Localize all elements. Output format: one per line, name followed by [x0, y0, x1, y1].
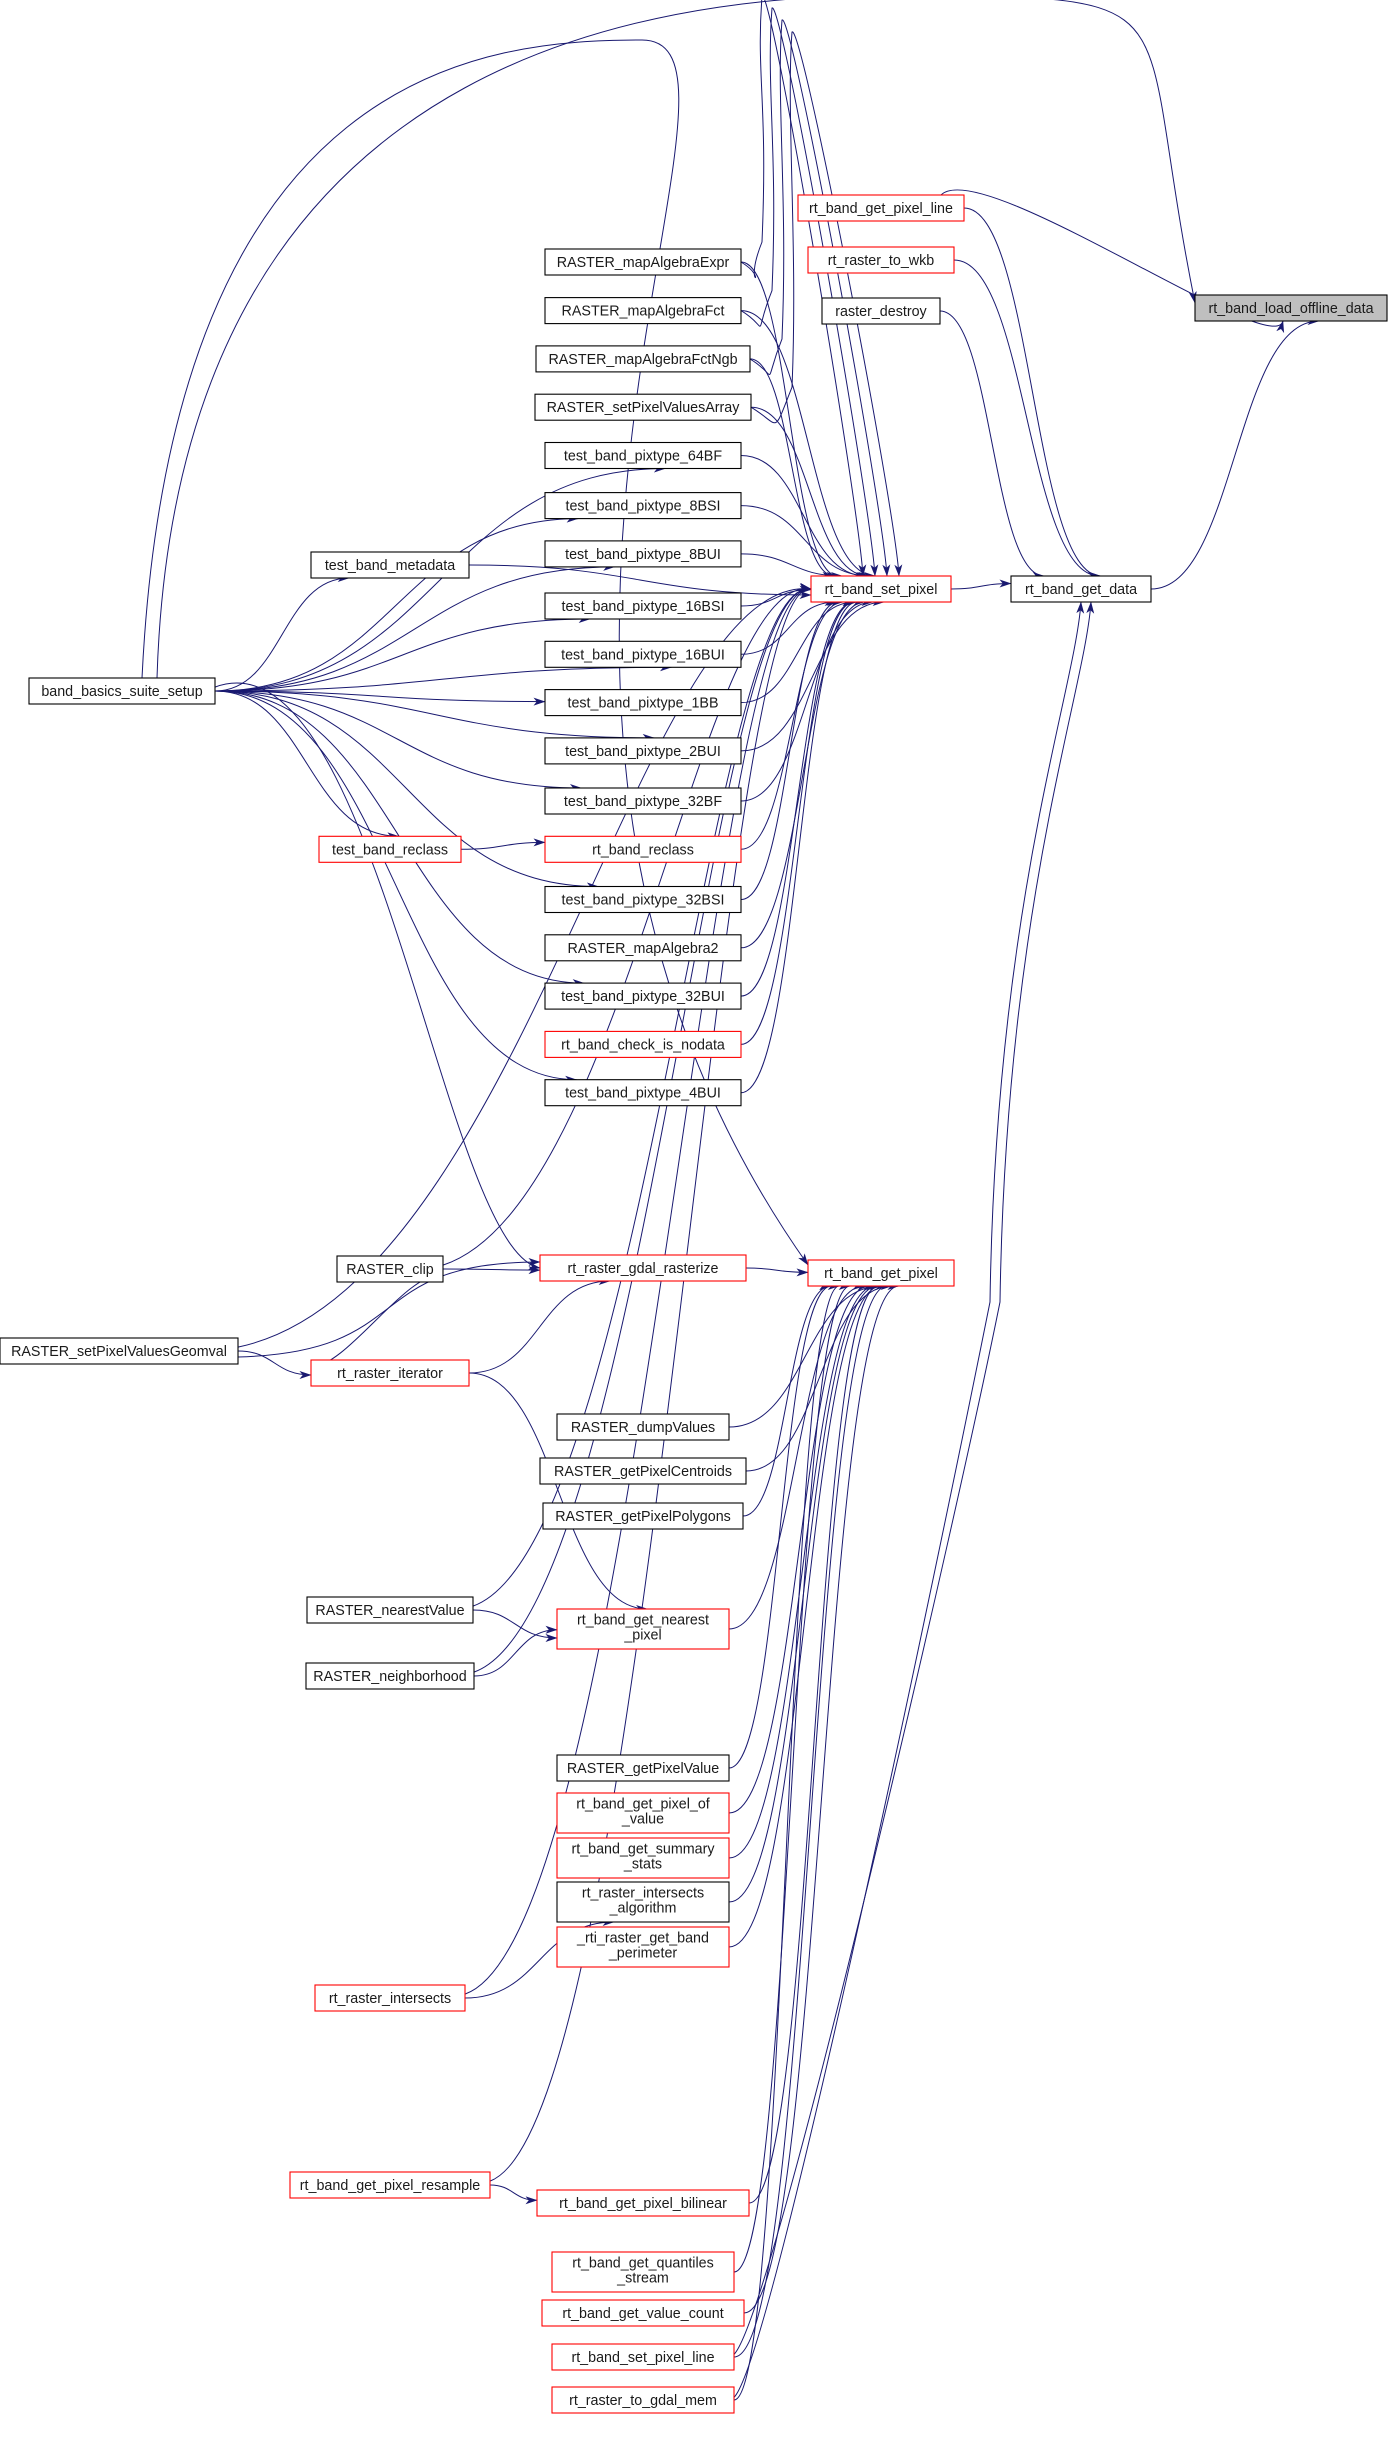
- svg-text:rt_raster_iterator: rt_raster_iterator: [337, 1366, 443, 1382]
- svg-text:test_band_pixtype_1BB: test_band_pixtype_1BB: [567, 696, 718, 712]
- svg-text:rt_raster_intersects: rt_raster_intersects: [582, 1886, 704, 1902]
- svg-text:band_basics_suite_setup: band_basics_suite_setup: [41, 684, 202, 700]
- svg-text:rt_band_get_summary: rt_band_get_summary: [571, 1842, 715, 1858]
- svg-text:RASTER_mapAlgebraFct: RASTER_mapAlgebraFct: [562, 304, 725, 320]
- svg-text:test_band_pixtype_16BUI: test_band_pixtype_16BUI: [561, 647, 725, 663]
- svg-text:rt_band_get_pixel_resample: rt_band_get_pixel_resample: [300, 2178, 480, 2194]
- svg-text:RASTER_clip: RASTER_clip: [346, 1262, 433, 1278]
- svg-text:rt_band_get_pixel: rt_band_get_pixel: [824, 1266, 938, 1282]
- svg-text:_perimeter: _perimeter: [608, 1946, 678, 1962]
- svg-text:rt_raster_gdal_rasterize: rt_raster_gdal_rasterize: [568, 1261, 719, 1277]
- svg-text:test_band_pixtype_32BF: test_band_pixtype_32BF: [564, 794, 722, 810]
- svg-text:RASTER_mapAlgebra2: RASTER_mapAlgebra2: [568, 941, 719, 957]
- svg-text:rt_band_set_pixel_line: rt_band_set_pixel_line: [571, 2350, 714, 2366]
- svg-text:_stream: _stream: [616, 2271, 669, 2287]
- svg-text:rt_band_get_pixel_bilinear: rt_band_get_pixel_bilinear: [559, 2196, 727, 2212]
- svg-text:rt_band_get_quantiles: rt_band_get_quantiles: [572, 2256, 714, 2272]
- svg-text:rt_raster_to_wkb: rt_raster_to_wkb: [828, 253, 935, 269]
- svg-text:_value: _value: [621, 1812, 664, 1828]
- svg-text:rt_band_get_value_count: rt_band_get_value_count: [562, 2306, 723, 2322]
- svg-text:_pixel: _pixel: [623, 1628, 661, 1644]
- svg-text:RASTER_dumpValues: RASTER_dumpValues: [571, 1420, 715, 1436]
- svg-text:test_band_reclass: test_band_reclass: [332, 842, 448, 858]
- svg-text:RASTER_setPixelValuesArray: RASTER_setPixelValuesArray: [547, 400, 741, 416]
- svg-text:RASTER_getPixelPolygons: RASTER_getPixelPolygons: [555, 1509, 731, 1525]
- svg-text:rt_band_load_offline_data: rt_band_load_offline_data: [1208, 301, 1373, 317]
- svg-text:RASTER_getPixelValue: RASTER_getPixelValue: [567, 1761, 719, 1777]
- svg-text:rt_band_get_pixel_line: rt_band_get_pixel_line: [809, 201, 953, 217]
- svg-text:RASTER_getPixelCentroids: RASTER_getPixelCentroids: [554, 1464, 732, 1480]
- svg-text:test_band_pixtype_32BSI: test_band_pixtype_32BSI: [562, 893, 725, 909]
- svg-text:test_band_pixtype_64BF: test_band_pixtype_64BF: [564, 449, 722, 465]
- svg-text:rt_band_set_pixel: rt_band_set_pixel: [825, 582, 938, 598]
- svg-text:rt_band_reclass: rt_band_reclass: [592, 842, 694, 858]
- svg-text:RASTER_neighborhood: RASTER_neighborhood: [313, 1669, 466, 1685]
- svg-text:rt_band_check_is_nodata: rt_band_check_is_nodata: [561, 1037, 725, 1053]
- svg-text:test_band_metadata: test_band_metadata: [325, 558, 455, 574]
- svg-text:test_band_pixtype_4BUI: test_band_pixtype_4BUI: [565, 1086, 721, 1102]
- svg-text:rt_raster_intersects: rt_raster_intersects: [329, 1991, 451, 2007]
- svg-text:test_band_pixtype_2BUI: test_band_pixtype_2BUI: [565, 744, 721, 760]
- svg-text:raster_destroy: raster_destroy: [835, 304, 927, 320]
- svg-text:_stats: _stats: [623, 1857, 662, 1873]
- svg-text:RASTER_mapAlgebraFctNgb: RASTER_mapAlgebraFctNgb: [548, 352, 737, 368]
- svg-text:_rti_raster_get_band: _rti_raster_get_band: [576, 1931, 709, 1947]
- svg-text:RASTER_mapAlgebraExpr: RASTER_mapAlgebraExpr: [557, 255, 730, 271]
- svg-text:test_band_pixtype_32BUI: test_band_pixtype_32BUI: [561, 989, 725, 1005]
- svg-text:test_band_pixtype_8BUI: test_band_pixtype_8BUI: [565, 547, 721, 563]
- svg-text:rt_band_get_data: rt_band_get_data: [1025, 582, 1137, 598]
- svg-text:RASTER_nearestValue: RASTER_nearestValue: [315, 1603, 464, 1619]
- svg-text:rt_band_get_nearest: rt_band_get_nearest: [577, 1613, 709, 1629]
- svg-text:_algorithm: _algorithm: [609, 1901, 677, 1917]
- svg-text:test_band_pixtype_16BSI: test_band_pixtype_16BSI: [562, 599, 725, 615]
- svg-text:rt_band_get_pixel_of: rt_band_get_pixel_of: [576, 1797, 710, 1813]
- svg-text:test_band_pixtype_8BSI: test_band_pixtype_8BSI: [566, 499, 721, 515]
- svg-text:RASTER_setPixelValuesGeomval: RASTER_setPixelValuesGeomval: [11, 1344, 227, 1360]
- svg-text:rt_raster_to_gdal_mem: rt_raster_to_gdal_mem: [569, 2393, 717, 2409]
